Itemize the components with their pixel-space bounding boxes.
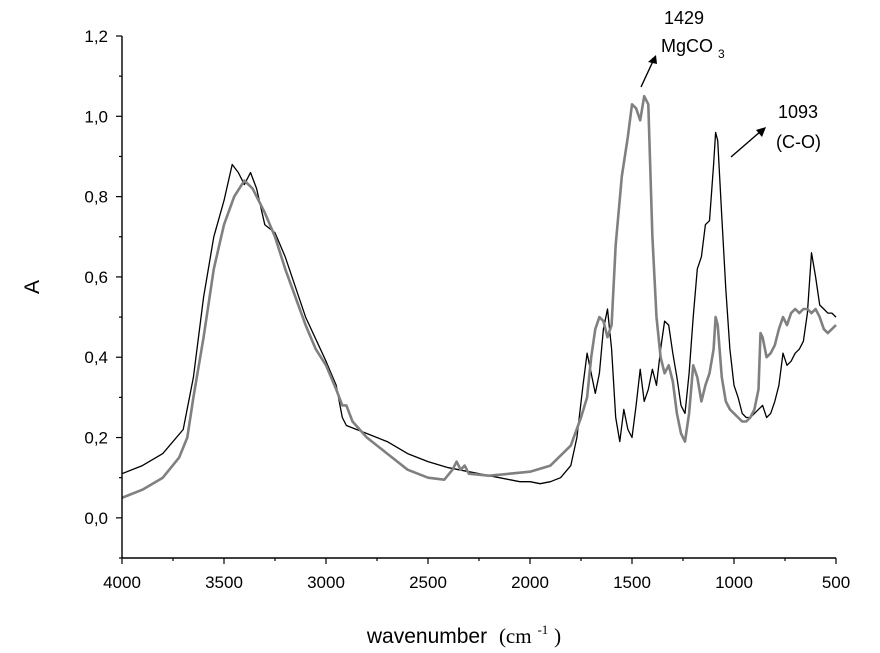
x-tick-label: 3000 — [307, 573, 345, 592]
annotation-mgco3-arrow-line — [640, 58, 655, 88]
x-tick-label: 1000 — [715, 573, 753, 592]
annotation-mgco3-label: MgCO 3 — [661, 36, 725, 61]
x-axis-unit-exponent: -1 — [537, 622, 548, 637]
y-tick-label: 0,0 — [84, 509, 108, 528]
y-axis-title: A — [21, 280, 44, 294]
series-line-2 — [121, 94, 837, 500]
ticks-layer — [116, 35, 837, 564]
annotation-co: 1093 (C-O) — [730, 102, 821, 158]
x-axis-unit-close: ) — [554, 624, 561, 648]
y-tick-label: 0,4 — [84, 348, 108, 367]
x-tick-label: 4000 — [103, 573, 141, 592]
x-axis-title-text: wavenumber — [366, 625, 487, 648]
x-tick-label: 500 — [822, 573, 850, 592]
series-line-1 — [121, 131, 837, 485]
x-tick-label: 2000 — [511, 573, 549, 592]
x-tick-label: 2500 — [409, 573, 447, 592]
x-axis-unit: (cm — [499, 624, 532, 648]
annotation-mgco3-arrowhead — [648, 55, 657, 64]
annotation-mgco3-wavenumber: 1429 — [664, 8, 704, 28]
annotation-co-arrowhead — [756, 127, 766, 137]
annotation-co-wavenumber: 1093 — [778, 102, 818, 122]
y-tick-label: 1,0 — [84, 107, 108, 126]
annotation-mgco3-subscript: 3 — [718, 47, 725, 61]
annotation-co-arrow-line — [730, 130, 762, 158]
annotation-co-label: (C-O) — [776, 132, 821, 152]
y-tick-label: 1,2 — [84, 27, 108, 46]
y-tick-label: 0,6 — [84, 268, 108, 287]
annotation-mgco3-formula: MgCO — [661, 36, 713, 56]
series-layer — [121, 94, 837, 500]
x-axis-title: wavenumber (cm -1 ) — [366, 616, 561, 648]
x-tick-label: 3500 — [205, 573, 243, 592]
annotation-mgco3: 1429 MgCO 3 — [640, 8, 725, 88]
y-tick-label: 0,2 — [84, 429, 108, 448]
x-tick-label: 1500 — [613, 573, 651, 592]
y-tick-label: 0,8 — [84, 188, 108, 207]
